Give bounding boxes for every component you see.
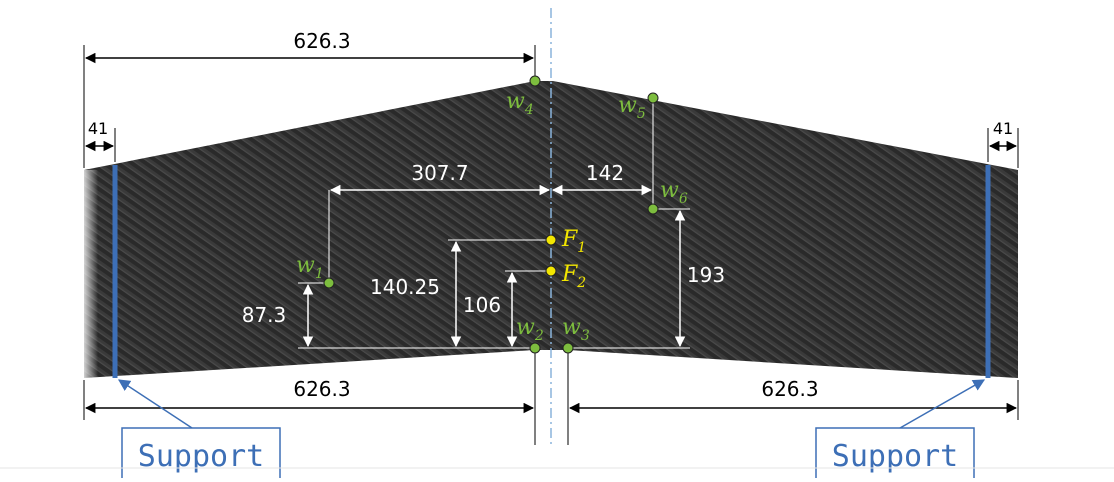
dim-w6-height-label: 193: [687, 263, 725, 287]
point-w3: [562, 342, 574, 354]
left-edge-fade: [80, 170, 98, 378]
dim-f1-height-label: 140.25: [370, 275, 440, 299]
point-f2: [545, 265, 557, 277]
dim-left-edge-label: 41: [88, 119, 108, 138]
dim-w1-center-label: 307.7: [411, 161, 468, 185]
point-w2: [529, 342, 541, 354]
dim-bottom-right-label: 626.3: [761, 377, 818, 401]
right-support-box: [815, 427, 975, 482]
label-w4: w4: [506, 89, 534, 118]
dim-top-left-label: 626.3: [293, 29, 350, 53]
dim-right-edge-label: 41: [993, 119, 1013, 138]
label-w3: w3: [562, 315, 590, 344]
label-f2: F2: [561, 262, 586, 291]
dim-w1-height-label: 87.3: [242, 303, 287, 327]
point-w1: [323, 277, 335, 289]
right-support-label: Support: [832, 439, 958, 474]
label-w2: w2: [516, 315, 544, 344]
point-w6: [647, 203, 659, 215]
dim-center-w6-label: 142: [586, 161, 624, 185]
dim-f2-height-label: 106: [463, 293, 501, 317]
label-w1: w1: [296, 253, 324, 282]
left-support-label: Support: [138, 439, 264, 474]
point-w5: [647, 92, 659, 104]
left-support-box: [121, 427, 281, 482]
left-support-arrow: [117, 379, 193, 429]
point-w4: [529, 75, 541, 87]
label-f1: F1: [561, 227, 586, 256]
label-w5: w5: [618, 93, 646, 122]
label-w6: w6: [660, 178, 688, 207]
right-support-arrow: [899, 379, 986, 429]
dim-bottom-left-label: 626.3: [293, 377, 350, 401]
point-f1: [545, 234, 557, 246]
